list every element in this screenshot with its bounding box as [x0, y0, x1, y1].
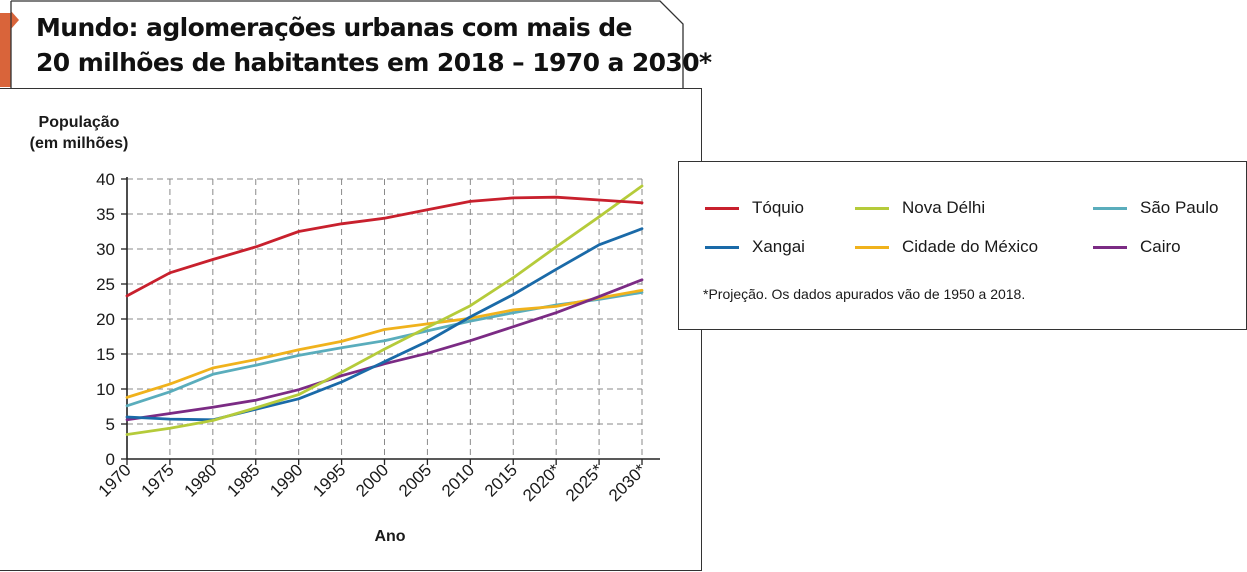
y-tick-label-5: 5	[106, 415, 115, 434]
x-tick-label-2025: 2025*	[562, 460, 607, 505]
legend-swatch	[1093, 206, 1127, 210]
x-tick-label-1985: 1985	[223, 460, 263, 500]
y-axis-label-line1: População	[38, 114, 120, 131]
x-tick-label-1995: 1995	[309, 460, 349, 500]
chart-panel	[0, 88, 702, 571]
y-tick-label-10: 10	[96, 380, 115, 399]
x-tick-label-2020: 2020*	[519, 460, 564, 505]
series-line-tóquio	[125, 195, 644, 298]
y-axis-label-line2: (em milhões)	[29, 135, 129, 152]
legend-label: Cidade do México	[902, 237, 1039, 256]
y-tick-label-25: 25	[96, 275, 115, 294]
legend-swatch	[855, 206, 889, 210]
legend-label: Tóquio	[752, 198, 804, 217]
y-tick-label-15: 15	[96, 345, 115, 364]
legend-label: São Paulo	[1140, 198, 1219, 217]
x-tick-label-1980: 1980	[180, 460, 220, 500]
y-tick-label-0: 0	[106, 450, 115, 469]
legend: Tóquio Nova Délhi São Paulo Xangai Cidade do…	[678, 161, 1247, 330]
legend-swatch	[705, 245, 739, 249]
legend-swatch	[855, 245, 889, 249]
y-axis-label: População (em milhões)	[14, 112, 144, 154]
title-tab-shape	[0, 0, 684, 89]
legend-item: Cairo	[1093, 236, 1181, 258]
legend-label: Cairo	[1140, 237, 1181, 256]
legend-item: Cidade do México	[855, 236, 1038, 258]
x-tick-label-2010: 2010	[438, 460, 478, 500]
x-axis-label: Ano	[374, 528, 406, 545]
legend-item: Xangai	[705, 236, 805, 258]
x-tick-label-2005: 2005	[395, 460, 435, 500]
legend-label: Xangai	[752, 237, 805, 256]
legend-swatch	[1093, 245, 1127, 249]
y-tick-label-20: 20	[96, 310, 115, 329]
series-line-cidade-do-méxico	[125, 288, 644, 399]
chart-title-line2: 20 milhões de habitantes em 2018 – 1970 …	[36, 48, 712, 77]
x-tick-label-1990: 1990	[266, 460, 306, 500]
chart-title-line1: Mundo: aglomerações urbanas com mais de	[36, 13, 633, 42]
legend-item: Nova Délhi	[855, 197, 985, 219]
title-accent-notch	[11, 11, 19, 29]
x-tick-label-2000: 2000	[352, 460, 392, 500]
legend-label: Nova Délhi	[902, 198, 986, 217]
x-tick-label-2030: 2030*	[605, 460, 650, 505]
series-line-cairo	[125, 278, 644, 422]
x-tick-label-1975: 1975	[138, 460, 178, 500]
projection-footnote: *Projeção. Os dados apurados vão de 1950…	[703, 286, 1026, 302]
x-tick-label-2015: 2015	[481, 460, 521, 500]
y-tick-label-35: 35	[96, 205, 115, 224]
legend-swatch	[705, 206, 739, 210]
series-line-nova-délhi	[125, 184, 644, 436]
chart-title: Mundo: aglomerações urbanas com mais de …	[36, 10, 712, 80]
legend-item: Tóquio	[705, 197, 804, 219]
title-accent-bar	[0, 13, 11, 87]
line-chart: 0 5 10 15 20 25 30 35 40 1970 1975 1980 1985 1990 1995…	[95, 170, 660, 505]
legend-item: São Paulo	[1093, 197, 1218, 219]
y-tick-label-30: 30	[96, 240, 115, 259]
y-tick-label-40: 40	[96, 170, 115, 189]
x-tick-label-1970: 1970	[95, 460, 135, 500]
title-frame	[10, 0, 684, 89]
